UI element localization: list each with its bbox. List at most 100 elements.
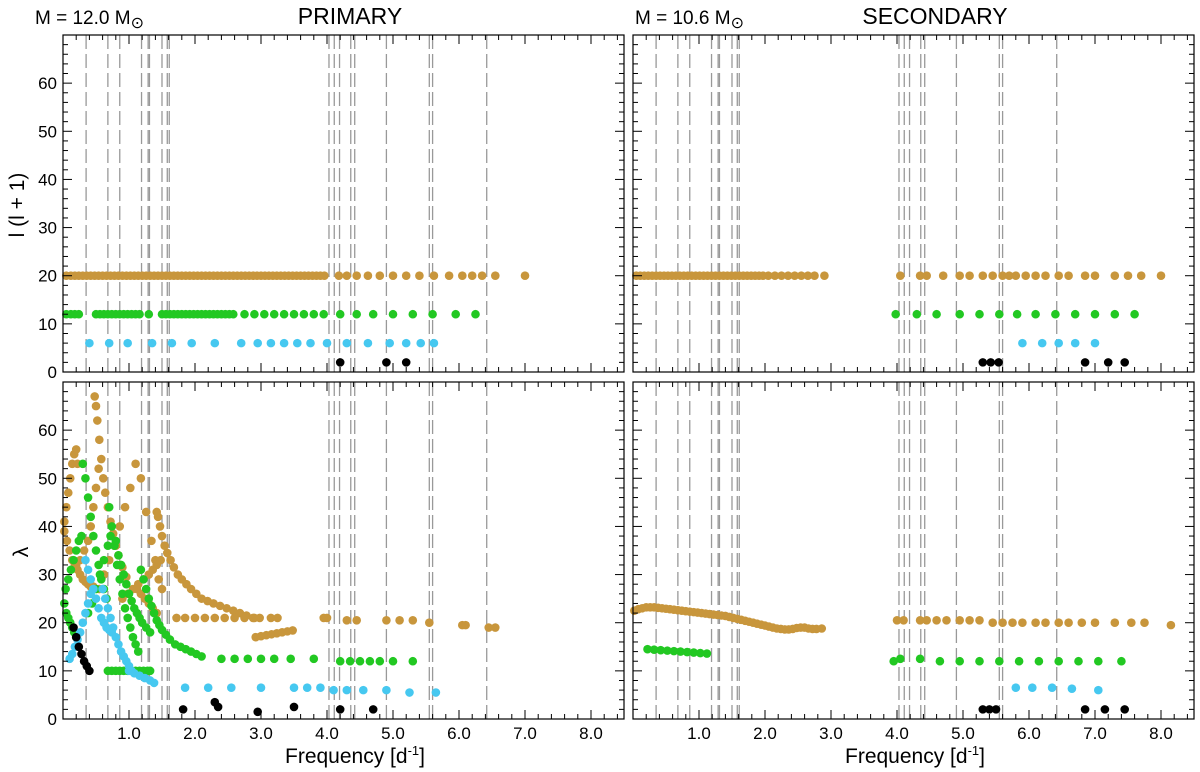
data-point (147, 536, 156, 546)
data-point (1018, 618, 1027, 628)
data-point (104, 502, 114, 512)
data-point (1127, 618, 1136, 628)
data-point (770, 271, 780, 281)
data-point (111, 536, 121, 546)
data-point (978, 358, 988, 367)
plot-frame (632, 34, 1195, 373)
data-point (203, 683, 213, 693)
data-point (352, 309, 362, 319)
data-point (777, 271, 786, 281)
x-tick-label: 4.0 (315, 724, 339, 743)
data-point (81, 555, 90, 565)
data-point (63, 575, 73, 584)
data-point (363, 271, 373, 281)
data-point (141, 507, 151, 517)
data-point (1047, 683, 1057, 693)
data-point (85, 338, 94, 348)
data-point (1120, 705, 1129, 714)
data-point (67, 649, 77, 659)
data-point (74, 642, 84, 652)
data-point (345, 656, 355, 666)
data-point (156, 555, 165, 565)
data-point (62, 536, 72, 546)
primary-title: PRIMARY (298, 3, 402, 29)
data-point (240, 309, 249, 319)
data-point (180, 683, 190, 693)
data-point (415, 271, 424, 281)
data-point (167, 338, 177, 348)
data-point (1136, 271, 1146, 281)
data-point (66, 565, 76, 575)
data-point (91, 546, 101, 555)
data-point (210, 613, 220, 623)
data-point (256, 683, 266, 693)
y-tick-label: 0 (48, 710, 57, 729)
x-tick-label: 6.0 (447, 724, 471, 743)
data-point (1094, 685, 1103, 695)
data-point (429, 271, 439, 281)
data-point (817, 624, 827, 633)
data-point (157, 531, 167, 541)
data-point (81, 608, 90, 618)
data-point (124, 589, 134, 599)
data-point (385, 338, 395, 348)
data-point (425, 618, 434, 628)
data-point (1054, 338, 1063, 348)
data-point (69, 623, 78, 632)
data-point (86, 522, 96, 531)
data-point (991, 705, 1001, 714)
data-point (975, 656, 984, 666)
data-point (896, 654, 905, 664)
y-tick-label: 30 (38, 219, 57, 238)
data-point (1031, 309, 1040, 319)
data-point (998, 618, 1007, 628)
data-point (79, 546, 89, 555)
data-point (342, 271, 352, 281)
data-point (663, 646, 672, 655)
data-point (988, 271, 997, 281)
data-point (240, 613, 249, 623)
data-point (136, 473, 146, 483)
y-tick-label: 60 (38, 74, 57, 93)
secondary-xlabel: Frequency [d-1] (845, 743, 985, 768)
x-tick-label: 8.0 (1149, 724, 1173, 743)
data-point (322, 613, 332, 623)
data-point (118, 589, 127, 599)
data-point (363, 338, 373, 348)
y-tick-label: 50 (38, 122, 57, 141)
data-point (289, 683, 299, 693)
plot-frame (62, 34, 625, 373)
data-point (1077, 618, 1087, 628)
data-point (352, 271, 362, 281)
data-point (1041, 271, 1050, 281)
data-point (1074, 656, 1083, 666)
data-point (656, 645, 666, 655)
y-tick-label: 10 (38, 662, 57, 681)
data-point (86, 512, 96, 522)
y-tick-label: 50 (38, 469, 57, 488)
mass-sun-symbol: ⊙ (731, 15, 744, 32)
data-point (288, 626, 297, 635)
data-point (1070, 309, 1080, 319)
data-point (1014, 656, 1024, 666)
x-tick-label: 6.0 (1017, 724, 1041, 743)
data-point (995, 656, 1004, 666)
data-point (119, 570, 129, 579)
data-point (335, 309, 345, 319)
data-point (1123, 271, 1133, 281)
data-point (147, 338, 157, 348)
data-point (131, 640, 140, 649)
x-tick-label: 5.0 (951, 724, 975, 743)
data-point (994, 358, 1003, 367)
data-point (702, 649, 712, 658)
data-point (302, 683, 312, 693)
plot-frame (62, 381, 625, 720)
data-point (334, 271, 344, 281)
x-tick-label: 7.0 (513, 724, 537, 743)
data-point (1018, 338, 1027, 348)
data-point (147, 601, 156, 611)
y-tick-label: 20 (38, 267, 57, 286)
data-point (1064, 618, 1073, 628)
data-point (279, 338, 289, 348)
data-point (123, 613, 132, 623)
